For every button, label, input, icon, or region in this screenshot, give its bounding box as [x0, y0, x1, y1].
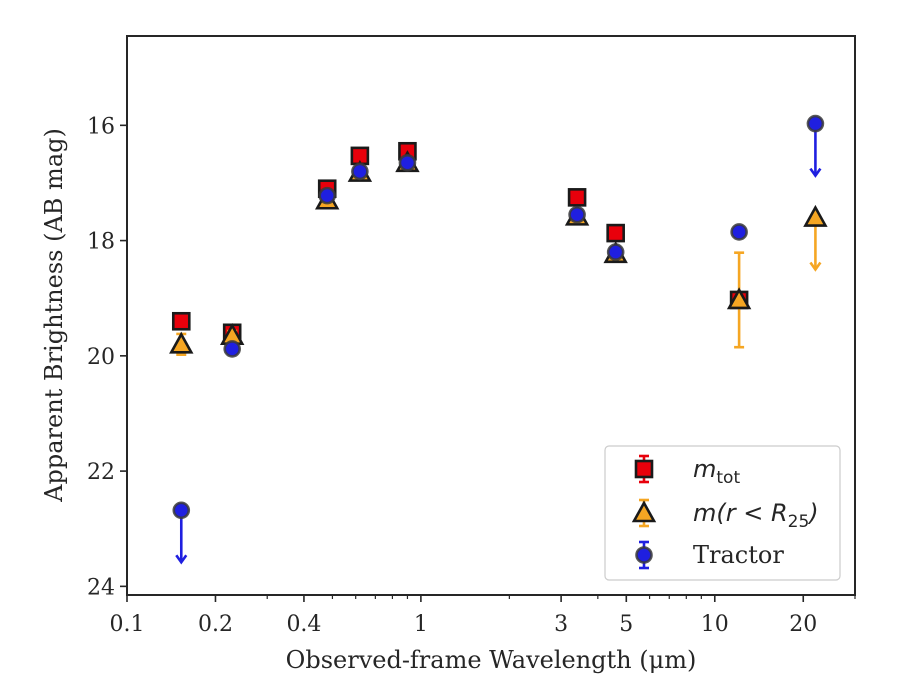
x-tick-label: 0.4: [286, 612, 321, 637]
legend-label: mtot: [693, 455, 740, 488]
y-tick-label: 18: [87, 230, 115, 255]
x-tick-label: 0.1: [110, 612, 145, 637]
upper-limit-head: [175, 554, 188, 565]
data-point-triangle: [726, 287, 752, 310]
data-point-circle: [606, 243, 625, 261]
y-tick-label: 20: [87, 345, 115, 370]
legend-marker-square: [634, 459, 654, 479]
legend-label: m(r < R25): [693, 499, 819, 532]
x-tick-label: 5: [619, 612, 633, 637]
data-point-circle: [172, 501, 191, 520]
data-point-square: [606, 223, 625, 243]
x-tick-label: 10: [701, 612, 729, 637]
data-point-circle: [568, 205, 586, 224]
data-point-triangle: [803, 204, 828, 227]
upper-limit-head: [809, 261, 822, 272]
data-point-circle: [730, 223, 748, 241]
x-tick-label: 0.2: [198, 612, 233, 637]
data-point-square: [567, 188, 587, 207]
legend-frame: [604, 445, 841, 581]
data-point-triangle: [169, 331, 194, 354]
y-tick-label: 24: [87, 575, 115, 600]
legend-marker-triangle: [631, 500, 657, 523]
data-point-square: [171, 311, 191, 331]
legend-label: Tractor: [693, 541, 784, 569]
data-point-circle: [398, 153, 417, 172]
series-circle: [172, 114, 825, 565]
legend: mtot m(r < R25) Tractor: [604, 445, 841, 581]
data-point-circle: [806, 114, 825, 133]
x-tick-label: 1: [414, 612, 428, 637]
x-tick-label: 3: [554, 612, 568, 637]
y-axis-ticks: 16 18 20 22 24: [87, 114, 127, 600]
legend-marker-circle: [635, 546, 653, 564]
data-point-circle: [223, 340, 241, 358]
data-point-circle: [318, 186, 337, 205]
x-axis-ticks: 0.1 0.2 0.4 1 3 5 10 20: [110, 595, 856, 637]
upper-limit-head: [809, 167, 822, 178]
data-point-circle: [351, 162, 369, 181]
x-axis-label: Observed-frame Wavelength (μm): [286, 646, 697, 674]
y-tick-label: 22: [87, 460, 115, 485]
plot-frame: [126, 35, 856, 596]
y-tick-label: 16: [87, 114, 115, 139]
x-tick-label: 20: [789, 612, 817, 637]
y-axis-label: Apparent Brightness (AB mag): [40, 128, 68, 503]
data-series: [169, 114, 828, 565]
